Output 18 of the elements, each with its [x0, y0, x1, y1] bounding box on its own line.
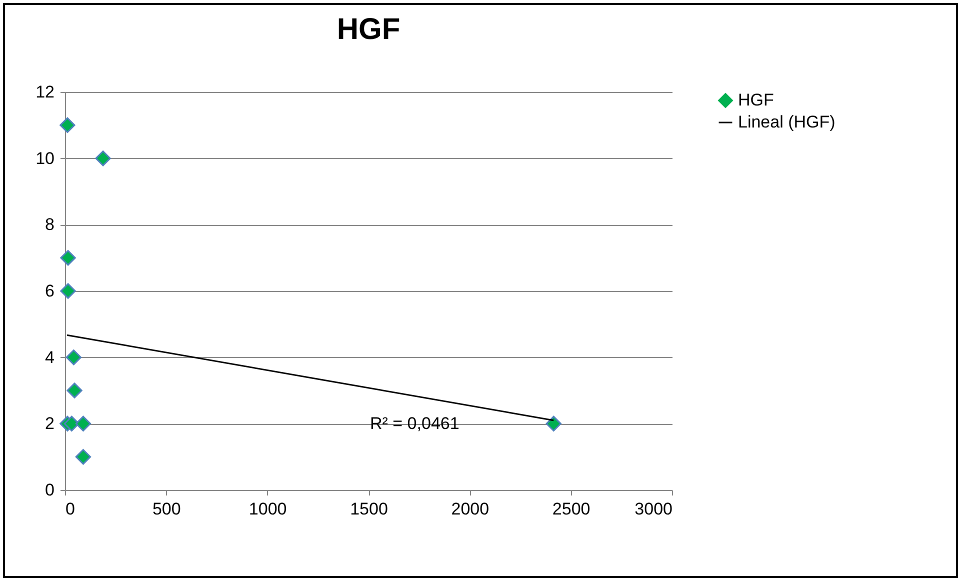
annotation: R² = 0,0461 [370, 414, 460, 433]
x-tick-label: 500 [152, 500, 181, 518]
y-tick-label: 4 [45, 348, 54, 367]
legend-label: HGF [738, 90, 774, 110]
legend-label: Lineal (HGF) [738, 112, 836, 132]
y-tick-label: 8 [45, 215, 54, 234]
x-tick-label: 1000 [248, 500, 287, 518]
chart-title: HGF [336, 13, 400, 46]
y-tick-label: 6 [45, 282, 54, 300]
x-tick-label: 3000 [634, 500, 672, 518]
y-tick-label: 10 [36, 148, 54, 168]
x-tick-label: 0 [66, 500, 75, 518]
y-tick-label: 0 [45, 480, 54, 500]
x-tick-label: 2500 [552, 500, 590, 518]
y-tick-label: 12 [36, 82, 54, 102]
y-tick-label: 2 [45, 414, 54, 434]
x-tick-label: 2000 [451, 500, 490, 518]
x-tick-label: 1500 [350, 500, 388, 518]
